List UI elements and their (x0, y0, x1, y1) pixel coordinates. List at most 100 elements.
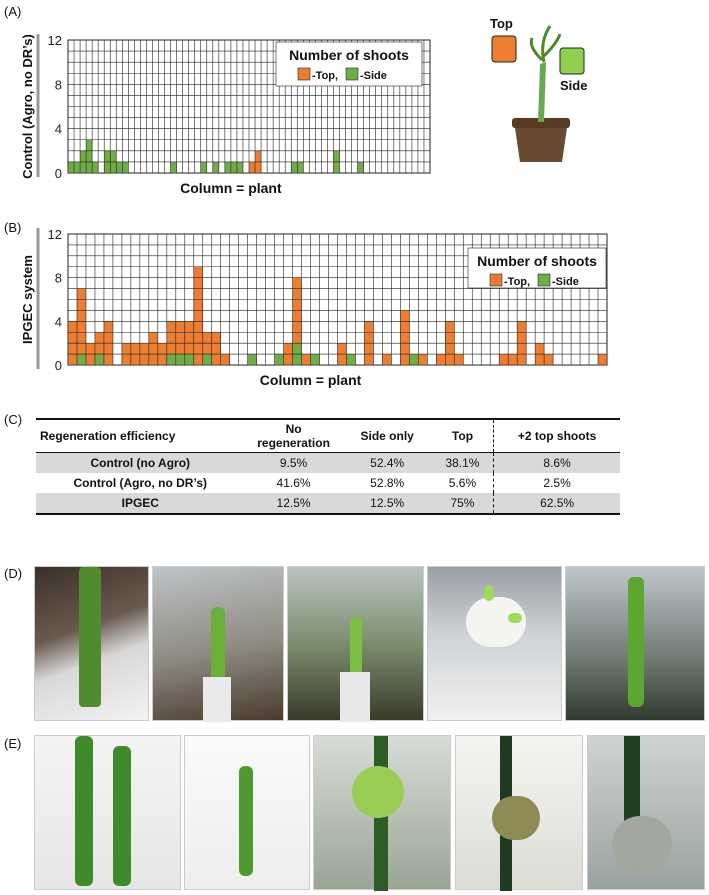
bar-top (249, 161, 256, 173)
pot-body (515, 128, 567, 162)
table-cell: 52.4% (342, 452, 432, 473)
legend-title: Number of shoots (477, 253, 597, 269)
table-header: +2 top shoots (493, 419, 620, 453)
bar-side (224, 161, 231, 173)
panel-label-b: (B) (4, 220, 22, 235)
regeneration-table: Regeneration efficiency No regeneration … (36, 418, 620, 515)
diagram-side-label: Side (560, 78, 587, 93)
bar-top (184, 321, 194, 355)
row-label: Control (no Agro) (36, 452, 245, 473)
bar-top (166, 321, 176, 355)
legend-label-side: -Side (360, 70, 387, 82)
legend-title: Number of shoots (289, 47, 409, 63)
bar-side (346, 354, 356, 365)
bar-side (297, 161, 304, 173)
bar-top (220, 354, 230, 365)
chart-control-agro: 0 4 8 12 Control (Agro, no DR’s) Column = pla… (20, 33, 431, 196)
stem (538, 62, 546, 122)
bar-top (598, 354, 607, 365)
bar-top (382, 354, 392, 365)
photo-e4 (455, 735, 583, 891)
table-row: Control (Agro, no DR’s) 41.6% 52.8% 5.6%… (36, 473, 620, 493)
legend-swatch-side (537, 273, 551, 287)
table-cell: 38.1% (431, 452, 494, 473)
table-cell: 9.5% (244, 452, 343, 473)
y-tick-label: 4 (55, 122, 62, 137)
photo-e1 (34, 735, 181, 890)
bar-top (499, 354, 509, 365)
bar-side (86, 139, 93, 173)
y-tick-label: 8 (55, 271, 62, 286)
legend-swatch-top (489, 273, 503, 287)
photo-d3 (287, 566, 424, 722)
bar-side (357, 161, 364, 173)
table-header: Top (451, 429, 474, 443)
bar-side (68, 161, 75, 173)
panel-label-a: (A) (4, 4, 22, 19)
bar-side (274, 354, 284, 365)
bar-top (418, 354, 428, 365)
plant-diagram: Top Side (490, 16, 587, 162)
legend-label-side: -Side (552, 276, 579, 288)
legend-swatch-top (297, 67, 311, 81)
table-cell: 12.5% (244, 493, 343, 514)
bar-side (166, 354, 176, 365)
panel-label-d: (D) (4, 566, 23, 581)
row-label: IPGEC (36, 493, 245, 514)
table-header: Side only (360, 429, 414, 443)
y-tick-label: 12 (48, 33, 62, 48)
row-label: Control (Agro, no DR’s) (73, 476, 208, 490)
bar-side (247, 354, 257, 365)
panel-label-e: (E) (4, 736, 22, 751)
bar-top (211, 332, 221, 365)
bar-top (175, 321, 185, 355)
bar-side (291, 161, 298, 173)
table-cell: 62.5% (493, 493, 620, 514)
y-tick-label: 0 (55, 358, 62, 373)
bar-side (202, 354, 212, 365)
table-cell: 2.5% (493, 473, 620, 493)
bar-side (236, 161, 243, 173)
photo-e5 (587, 735, 705, 890)
photo-d5 (565, 566, 705, 721)
bar-top (454, 354, 464, 365)
bar-side (409, 354, 419, 365)
bar-top (148, 332, 158, 365)
table-cell: 12.5% (342, 493, 432, 514)
y-axis-label: IPGEC system (20, 255, 35, 344)
bar-side (170, 161, 177, 173)
chart-ipgec: 0 4 8 12 IPGEC system Column = plant Number of… (20, 227, 608, 388)
y-tick-label: 4 (55, 314, 62, 329)
bar-top (436, 354, 446, 365)
top-box (491, 35, 517, 63)
photo-d1 (34, 566, 149, 721)
photo-d4 (427, 566, 562, 721)
panel-label-c: (C) (4, 412, 23, 427)
legend-label-top: -Top, (504, 276, 530, 288)
table-cell: 75% (431, 493, 494, 514)
photo-e2 (184, 735, 310, 890)
bar-side (175, 354, 185, 365)
table-cell: 8.6% (493, 452, 620, 473)
bar-top (193, 266, 203, 365)
photo-d2 (152, 566, 284, 722)
table-cell: 41.6% (276, 476, 311, 490)
legend-box (467, 247, 607, 289)
table-header: Regeneration efficiency (40, 429, 176, 443)
bar-top (301, 354, 311, 365)
bar-side (94, 354, 104, 365)
table-cell: 52.8% (370, 476, 405, 490)
shoot-leaves (529, 25, 562, 63)
bar-side (74, 161, 81, 173)
table-row: IPGEC 12.5% 12.5% 75% 62.5% (36, 493, 620, 514)
bar-top (508, 354, 518, 365)
table-row: Control (no Agro) 9.5% 52.4% 38.1% 8.6% (36, 452, 620, 473)
bar-side (184, 354, 194, 365)
x-axis-label: Column = plant (180, 180, 282, 196)
bar-side (92, 161, 99, 173)
y-tick-label: 8 (55, 77, 62, 92)
bar-side (230, 161, 237, 173)
table-cell: 5.6% (448, 476, 477, 490)
bar-top (400, 310, 410, 365)
bar-side (76, 354, 86, 365)
